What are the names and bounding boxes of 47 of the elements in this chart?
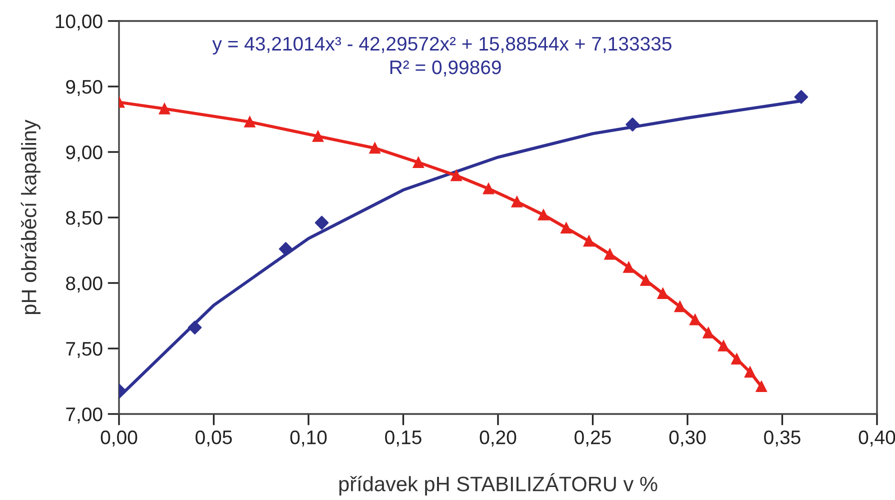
y-axis-title: pH obráběcí kapaliny <box>20 120 40 314</box>
y-tick-label: 7,50 <box>66 342 102 358</box>
y-tick-label: 10,00 <box>56 14 102 31</box>
point <box>511 196 523 208</box>
annotation: y = 43,21014x³ - 42,29572x² + 15,88544x + 7,133335 <box>212 36 672 55</box>
point <box>314 216 329 230</box>
point <box>626 118 640 132</box>
point <box>158 103 170 114</box>
y-tick-label: 8,50 <box>66 210 102 228</box>
point <box>450 170 462 182</box>
point <box>604 248 616 260</box>
point <box>623 262 634 273</box>
point <box>794 90 808 104</box>
x-tick-label: 0,20 <box>480 430 516 447</box>
point <box>718 340 730 352</box>
point <box>744 366 756 378</box>
point <box>312 130 324 142</box>
point <box>731 353 742 365</box>
point <box>657 288 668 300</box>
y-tick-label: 9,50 <box>66 80 102 96</box>
point <box>690 314 701 326</box>
point <box>482 183 494 194</box>
point <box>640 274 652 286</box>
annotation: R² = 0,99869 <box>390 60 501 77</box>
point <box>244 116 256 128</box>
x-tick-label: 0,15 <box>385 430 422 447</box>
x-axis-title: přídavek pH STABILIZÁTORU v % <box>339 473 658 496</box>
point <box>756 380 767 392</box>
y-tick-label: 9,00 <box>66 145 102 162</box>
point <box>560 222 572 234</box>
y-tick-label: 8,00 <box>66 276 102 293</box>
x-tick-label: 0,10 <box>290 430 327 447</box>
x-tick-label: 0,25 <box>574 430 611 447</box>
point <box>412 156 424 168</box>
point <box>702 327 714 338</box>
point <box>674 301 686 312</box>
x-tick-label: 0,35 <box>764 430 800 447</box>
x-tick-label: 0,30 <box>669 430 706 447</box>
point <box>583 236 595 247</box>
x-tick-label: 0,40 <box>858 430 895 447</box>
x-tick-label: 0,00 <box>100 430 138 447</box>
point <box>278 242 293 256</box>
point <box>188 320 202 334</box>
x-tick-label: 0,05 <box>196 430 232 447</box>
point <box>538 209 550 220</box>
point <box>369 142 380 154</box>
y-tick-label: 7,00 <box>66 407 102 424</box>
